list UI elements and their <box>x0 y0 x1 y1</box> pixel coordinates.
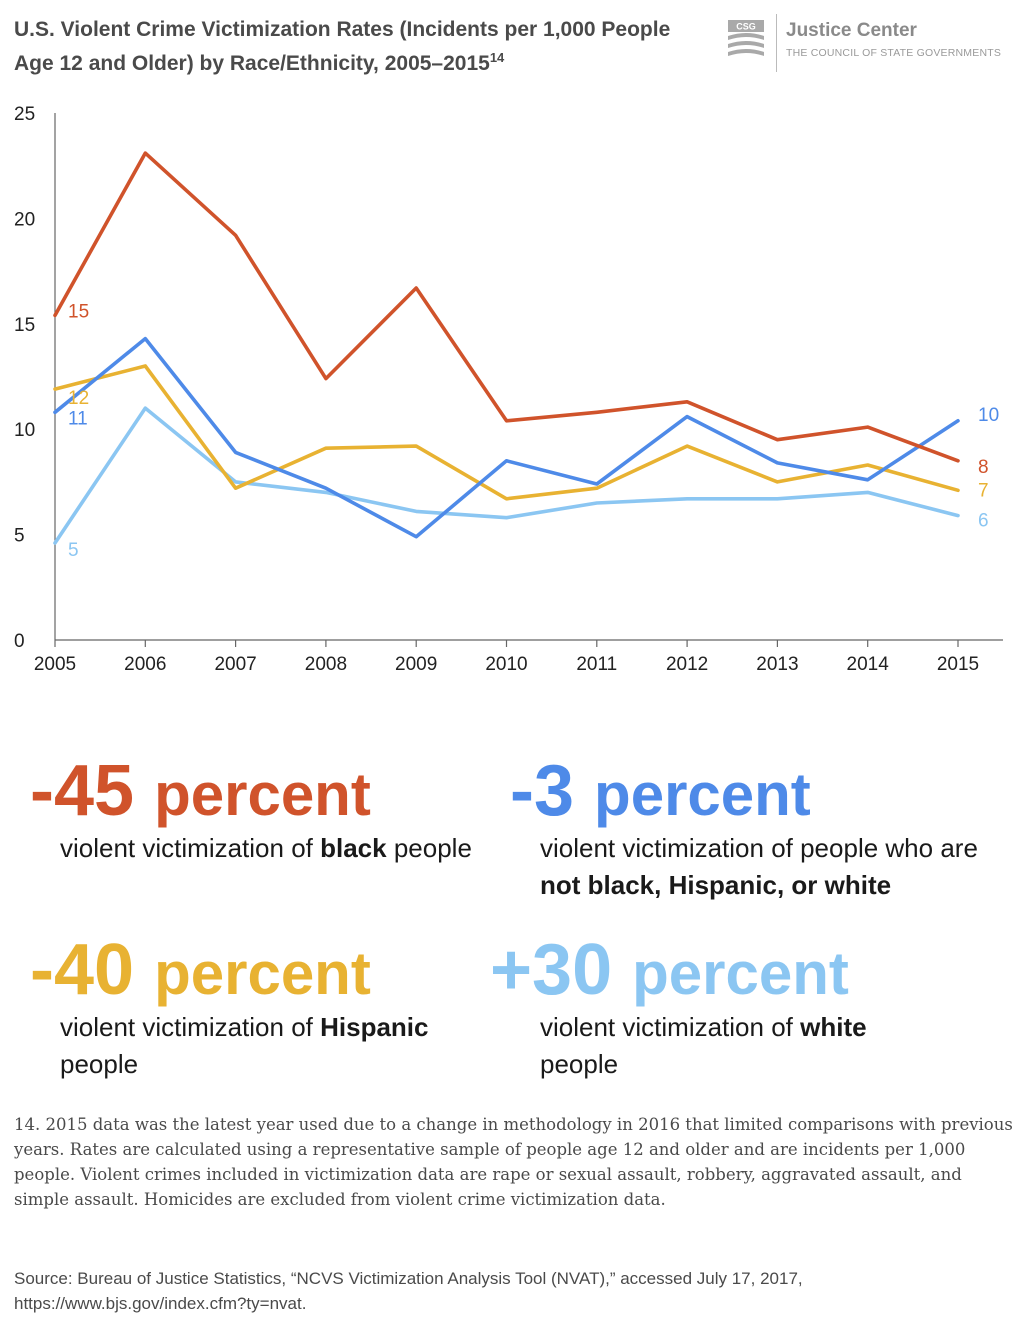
x-tick-label: 2008 <box>305 654 347 675</box>
x-tick-label: 2015 <box>937 654 979 675</box>
y-tick-label: 20 <box>14 209 35 230</box>
stat-black-value: -45 percent <box>30 755 371 831</box>
stat-white-description: violent victimization of white people <box>540 1009 940 1083</box>
stat-hispanic-value: -40 percent <box>30 934 371 1010</box>
x-tick-label: 2010 <box>485 654 527 675</box>
stat-other-description: violent victimization of people who are … <box>540 830 1000 904</box>
stat-hispanic: -40 percent <box>30 934 371 1010</box>
footnote: 14. 2015 data was the latest year used d… <box>14 1115 1013 1209</box>
stat-white: +30 percent <box>490 934 849 1010</box>
series-line-hispanic <box>53 364 960 501</box>
end-label-black: 8 <box>978 457 989 478</box>
series-line-other <box>53 336 960 539</box>
chart-axes: 0 5 10 15 20 25 2005 2006 2007 2008 2009 2010 2011 20… <box>14 104 1003 675</box>
stat-other-pre: violent victimization of people who are <box>540 833 978 863</box>
x-tick-label: 2014 <box>847 654 890 675</box>
x-tick-label: 2007 <box>214 654 256 675</box>
y-tick-label: 5 <box>14 526 25 547</box>
footnote-marker: 14 <box>489 50 505 65</box>
logo-subtitle: THE COUNCIL OF STATE GOVERNMENTS <box>786 47 1002 59</box>
logo-mark-text: CSG <box>736 22 756 32</box>
series-line-black <box>53 151 960 463</box>
stat-white-number: +30 <box>490 930 613 1010</box>
stat-white-pre: violent victimization of <box>540 1012 801 1042</box>
stat-black: -45 percent <box>30 755 371 831</box>
stat-black-post: people <box>386 833 472 863</box>
stat-white-value: +30 percent <box>490 934 849 1010</box>
stat-black-description: violent victimization of black people <box>60 830 480 867</box>
series-line-white <box>53 406 960 545</box>
y-tick-label: 25 <box>14 104 35 125</box>
start-label-black: 15 <box>68 301 89 322</box>
stat-hispanic-number: -40 <box>30 930 135 1010</box>
stat-black-bold: black <box>320 833 387 863</box>
x-tick-label: 2013 <box>756 654 798 675</box>
chart-series <box>53 151 960 545</box>
y-tick-label: 15 <box>14 315 35 336</box>
logo-name: Justice Center <box>786 20 917 41</box>
stat-black-unit: percent <box>154 761 371 828</box>
csg-logo-icon: CSG <box>728 20 764 56</box>
end-label-hispanic: 7 <box>978 480 989 501</box>
stat-hispanic-unit: percent <box>154 940 371 1007</box>
stat-black-number: -45 <box>30 751 135 831</box>
stat-other-bold: not black, Hispanic, or white <box>540 870 892 900</box>
x-tick-label: 2012 <box>666 654 708 675</box>
stat-other-number: -3 <box>510 751 575 831</box>
stat-other-value: -3 percent <box>510 755 811 831</box>
chart-title-text: U.S. Violent Crime Victimization Rates (… <box>14 18 671 75</box>
y-tick-label: 0 <box>14 631 25 652</box>
justice-center-logo: CSG Justice Center THE COUNCIL OF STATE … <box>724 14 1014 74</box>
x-tick-label: 2011 <box>576 654 617 675</box>
line-chart: 0 5 10 15 20 25 2005 2006 2007 2008 2009 2010 2011 20… <box>14 104 1003 675</box>
x-tick-label: 2005 <box>34 654 76 675</box>
stat-other: -3 percent <box>510 755 811 831</box>
x-tick-label: 2006 <box>124 654 166 675</box>
stat-white-bold: white <box>800 1012 867 1042</box>
end-label-white: 6 <box>978 511 989 532</box>
stat-white-post: people <box>540 1049 619 1079</box>
start-label-white: 5 <box>68 540 79 561</box>
stat-hispanic-description: violent victimization of Hispanic people <box>60 1009 490 1083</box>
x-tick-label: 2009 <box>395 654 437 675</box>
stat-white-unit: percent <box>632 940 849 1007</box>
stat-hispanic-post: people <box>60 1049 139 1079</box>
end-label-other: 10 <box>978 405 999 426</box>
chart-title: U.S. Violent Crime Victimization Rates (… <box>14 16 704 78</box>
start-label-other: 11 <box>68 408 88 429</box>
stat-other-unit: percent <box>594 761 811 828</box>
logo-divider <box>776 14 777 72</box>
stat-hispanic-pre: violent victimization of <box>60 1012 321 1042</box>
chart-data-labels: 15 8 12 7 11 10 5 6 <box>68 301 999 561</box>
y-tick-label: 10 <box>14 420 35 441</box>
stat-hispanic-bold: Hispanic <box>320 1012 429 1042</box>
start-label-hispanic: 12 <box>68 388 89 409</box>
stat-black-pre: violent victimization of <box>60 833 321 863</box>
source-citation: Source: Bureau of Justice Statistics, “N… <box>14 1269 803 1313</box>
